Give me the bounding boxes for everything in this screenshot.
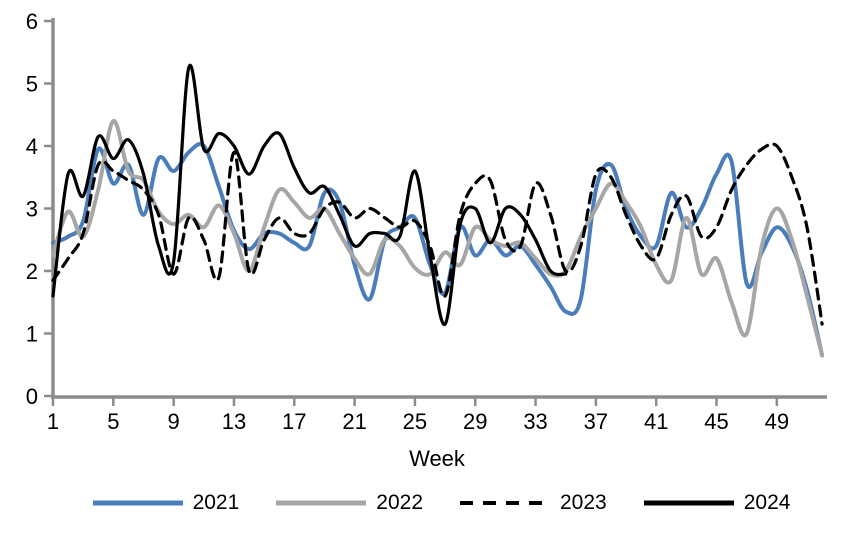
legend-swatch-2021	[92, 500, 183, 505]
legend-item-2023: 2023	[459, 492, 607, 513]
x-tick-label: 21	[342, 409, 366, 434]
legend-label-2021: 2021	[192, 491, 240, 514]
y-tick-label: 0	[26, 384, 38, 409]
x-tick-label: 49	[765, 409, 789, 434]
y-tick-label: 2	[26, 259, 38, 284]
legend-swatch-2024	[643, 500, 734, 505]
y-tick-label: 3	[26, 197, 38, 222]
x-tick-label: 41	[644, 409, 668, 434]
chart-legend: 2021 2022 2023 2024	[0, 492, 852, 513]
series-line-2023	[51, 142, 824, 326]
legend-swatch-2022	[276, 500, 367, 505]
legend-swatch-2023	[460, 500, 550, 505]
y-tick-label: 4	[26, 134, 38, 159]
legend-item-2021: 2021	[92, 491, 240, 514]
series-line-2022	[51, 118, 825, 358]
y-tick-label: 1	[26, 322, 38, 347]
legend-label-2024: 2024	[743, 491, 791, 514]
x-axis-title: Week	[409, 446, 466, 471]
x-tick-label: 1	[47, 409, 59, 434]
x-tick-label: 17	[282, 409, 306, 434]
x-tick-label: 29	[463, 409, 487, 434]
x-tick-label: 37	[584, 409, 608, 434]
y-tick-label: 5	[26, 72, 38, 97]
x-tick-label: 9	[168, 409, 180, 434]
x-tick-label: 13	[222, 409, 246, 434]
x-tick-label: 5	[107, 409, 119, 434]
legend-item-2024: 2024	[643, 491, 791, 514]
series-line-2021	[51, 142, 825, 358]
x-tick-label: 45	[704, 409, 728, 434]
y-tick-label: 6	[26, 9, 38, 34]
legend-label-2022: 2022	[376, 491, 423, 514]
series-line-2024	[51, 63, 568, 326]
x-tick-label: 25	[403, 409, 427, 434]
legend-label-2023: 2023	[560, 491, 607, 514]
x-tick-label: 33	[523, 409, 547, 434]
legend-item-2022: 2022	[275, 492, 423, 513]
